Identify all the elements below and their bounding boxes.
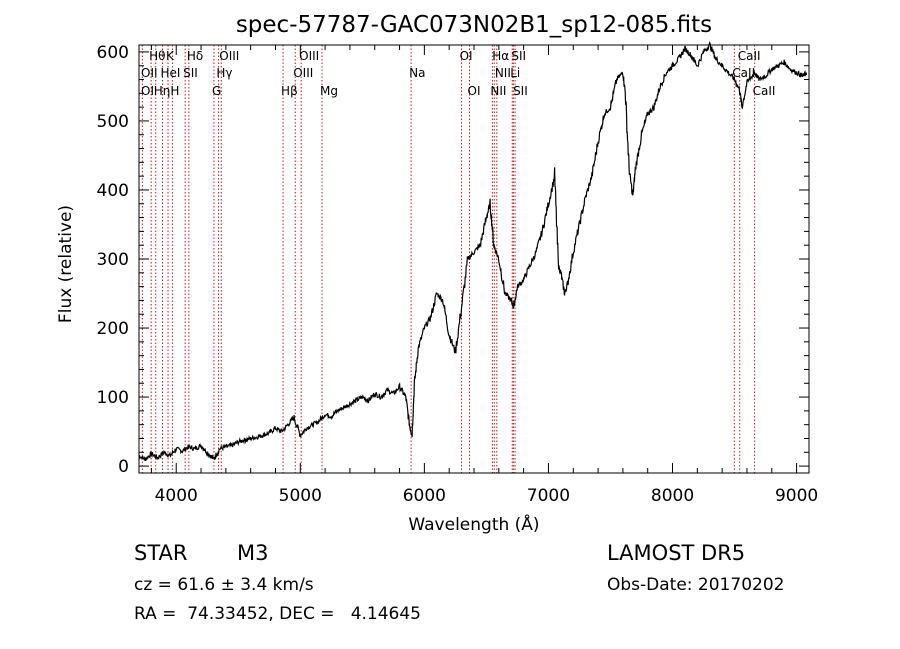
spectral-line-label: OI xyxy=(460,49,473,63)
spectral-line-label: SII xyxy=(511,49,526,63)
spectral-line-label: Hγ xyxy=(216,66,232,80)
y-tick-label: 200 xyxy=(97,319,129,339)
survey-name: LAMOST DR5 xyxy=(607,541,746,565)
spectral-line-label: Li xyxy=(510,66,520,80)
x-tick-label: 4000 xyxy=(155,486,198,506)
chart-title: spec-57787-GAC073N02B1_sp12-085.fits xyxy=(236,12,712,38)
spectral-line-label: OII xyxy=(141,66,158,80)
spectral-line-label: Hα xyxy=(492,49,509,63)
spectral-line-label: Mg xyxy=(320,84,338,98)
spectral-line-label: H xyxy=(170,84,179,98)
y-tick-label: 500 xyxy=(97,112,129,132)
y-tick-label: 100 xyxy=(97,388,129,408)
spectral-line-label: CaII xyxy=(738,49,761,63)
spectral-line-label: OI xyxy=(468,84,481,98)
spectral-line-label: OIII xyxy=(299,49,319,63)
spectral-line-label: OI xyxy=(141,84,154,98)
object-subclass: M3 xyxy=(237,541,269,565)
x-tick-label: 5000 xyxy=(279,486,322,506)
spectrum-line xyxy=(138,41,808,462)
plot-frame xyxy=(138,44,810,474)
spectral-line-label: Hθ xyxy=(149,49,165,63)
axis-ticks: 4000 5000 6000 7000 8000 9000 0 100 200 300 400 500… xyxy=(97,43,819,506)
x-tick-label: 7000 xyxy=(527,486,570,506)
spectral-line-label: SII xyxy=(183,66,198,80)
spectral-line-label: Hδ xyxy=(187,49,203,63)
spectral-line-label: Na xyxy=(409,66,425,80)
x-tick-label: 8000 xyxy=(651,486,694,506)
y-tick-label: 0 xyxy=(118,457,129,477)
spectral-line-label: NII xyxy=(495,66,511,80)
coordinates-readout: RA = 74.33452, DEC = 4.14645 xyxy=(134,604,421,624)
spectral-line-label: OIII xyxy=(219,49,239,63)
y-tick-label: 400 xyxy=(97,181,129,201)
spectral-line-label: HeI xyxy=(160,66,180,80)
x-tick-label: 9000 xyxy=(775,486,818,506)
observation-date: Obs-Date: 20170202 xyxy=(607,575,785,595)
x-tick-label: 6000 xyxy=(403,486,446,506)
spectral-line-label: Hβ xyxy=(281,84,298,98)
spectral-line-label: OIII xyxy=(293,66,313,80)
spectral-line-label: G xyxy=(212,84,221,98)
object-class: STAR xyxy=(134,541,188,565)
x-axis-label: Wavelength (Å) xyxy=(408,513,539,535)
spectral-line-label: NII xyxy=(490,84,506,98)
spectral-line-label: CaII xyxy=(753,84,776,98)
y-tick-label: 600 xyxy=(97,43,129,63)
spectral-line-label: SII xyxy=(513,84,528,98)
y-axis-label: Flux (relative) xyxy=(56,205,76,323)
spectral-line-label: K xyxy=(166,49,175,63)
spectral-line-label: Hη xyxy=(154,84,171,98)
redshift-readout: cz = 61.6 ± 3.4 km/s xyxy=(134,575,314,595)
y-tick-label: 300 xyxy=(97,250,129,270)
spectral-line-markers xyxy=(141,45,756,473)
